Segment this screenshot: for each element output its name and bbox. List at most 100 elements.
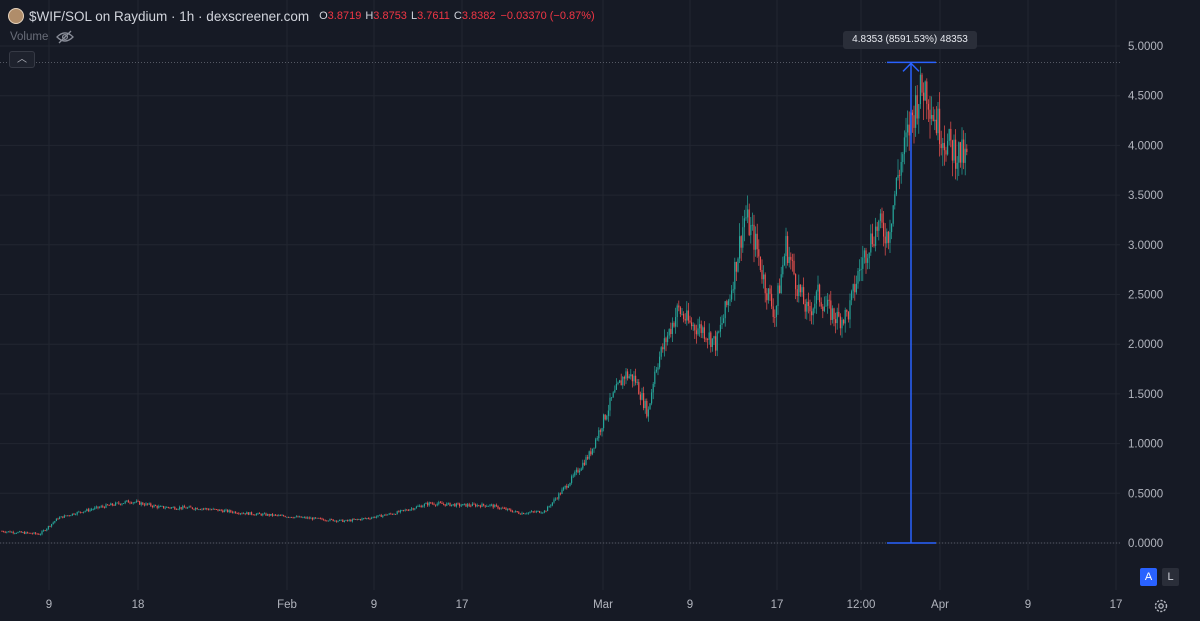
measure-tooltip: 4.8353 (8591.53%) 48353	[843, 31, 977, 49]
candle-body	[4, 531, 6, 533]
candle-body	[140, 502, 142, 505]
candle-body	[412, 508, 414, 510]
candle-body	[812, 308, 814, 316]
candle-body	[71, 513, 73, 516]
candle-body	[271, 513, 273, 516]
candle-body	[313, 517, 315, 520]
candle-body	[102, 506, 104, 507]
candle-body	[835, 319, 837, 324]
log-scale-button[interactable]: L	[1162, 568, 1179, 586]
candle-body	[793, 260, 795, 275]
candle-body	[59, 517, 61, 519]
candle-body	[559, 493, 561, 495]
gear-icon[interactable]	[1152, 597, 1170, 615]
candle-body	[963, 139, 965, 163]
candle-body	[84, 510, 86, 512]
candle-body	[406, 509, 408, 511]
auto-scale-button[interactable]: A	[1140, 568, 1157, 586]
candle-body	[751, 224, 753, 226]
candle-body	[359, 519, 361, 520]
candle-body	[526, 513, 528, 515]
candle-body	[961, 139, 963, 163]
candle-body	[662, 347, 664, 350]
volume-indicator[interactable]: Volume	[10, 30, 75, 44]
candle-body	[444, 504, 446, 506]
candle-body	[123, 503, 125, 504]
candle-body	[950, 128, 952, 141]
candle-body	[494, 504, 496, 508]
candle-body	[399, 510, 401, 513]
candle-body	[343, 520, 345, 522]
candle-body	[292, 517, 294, 519]
candle-body	[331, 518, 333, 520]
candle-body	[87, 509, 89, 512]
candle-body	[316, 517, 318, 519]
candle-body	[329, 518, 331, 521]
candle-body	[395, 514, 397, 515]
candle-body	[375, 516, 377, 518]
x-tick-label: Feb	[277, 599, 297, 611]
candle-body	[947, 140, 949, 155]
time-axis[interactable]: 9 18 Feb 9 17 Mar 9 17 12:00 Apr 9 17	[46, 599, 1123, 611]
candle-body	[681, 313, 683, 315]
candle-body	[89, 509, 91, 512]
candle-body	[723, 318, 725, 324]
candle-body	[390, 513, 392, 515]
candle-body	[289, 516, 291, 518]
y-tick-label: 5.0000	[1128, 41, 1163, 53]
candle-body	[942, 142, 944, 149]
candle-body	[214, 508, 216, 510]
collapse-button[interactable]: ︿	[9, 51, 35, 68]
candle-body	[204, 508, 206, 510]
candle-body	[315, 517, 317, 519]
candle-body	[919, 74, 921, 105]
candle-body	[294, 516, 296, 518]
candle-body	[716, 332, 718, 351]
candle-body	[159, 506, 161, 507]
candle-body	[249, 512, 251, 515]
candle-body	[782, 265, 784, 275]
candle-body	[475, 504, 477, 507]
candle-body	[76, 512, 78, 515]
candle-body	[603, 414, 605, 429]
candle-body	[611, 397, 613, 399]
candle-body	[423, 504, 425, 507]
candle-body	[561, 489, 563, 494]
candle-body	[295, 516, 297, 518]
candle-body	[127, 500, 129, 503]
eye-hidden-icon[interactable]	[56, 30, 75, 44]
candle-body	[166, 507, 168, 508]
candle-body	[364, 518, 366, 520]
candle-body	[206, 508, 208, 510]
candle-body	[30, 532, 32, 534]
candle-body	[567, 485, 569, 488]
candle-body	[852, 284, 854, 292]
candle-body	[244, 513, 246, 515]
candle-body	[177, 508, 179, 510]
candle-body	[435, 504, 437, 506]
close-label: C	[453, 10, 462, 22]
candle-body	[196, 507, 198, 510]
measure-tool[interactable]	[0, 61, 1120, 544]
candle-body	[774, 316, 776, 318]
candle-body	[161, 506, 163, 507]
candle-body	[695, 330, 697, 335]
candle-body	[607, 410, 609, 416]
candle-body	[865, 250, 867, 263]
candle-body	[574, 472, 576, 476]
candle-body	[179, 507, 181, 509]
candle-body	[926, 81, 928, 104]
candle-body	[743, 218, 745, 228]
candle-body	[43, 530, 45, 532]
price-axis[interactable]: 5.0000 4.5000 4.0000 3.5000 3.0000 2.5000 2.00…	[1128, 41, 1163, 550]
candle-body	[276, 514, 278, 516]
candle-body	[863, 250, 865, 258]
candle-body	[465, 503, 467, 507]
candle-body	[17, 532, 19, 534]
candle-body	[158, 506, 160, 508]
candle-body	[729, 299, 731, 301]
candle-body	[545, 510, 547, 512]
candle-body	[223, 510, 225, 513]
candle-body	[551, 502, 553, 506]
